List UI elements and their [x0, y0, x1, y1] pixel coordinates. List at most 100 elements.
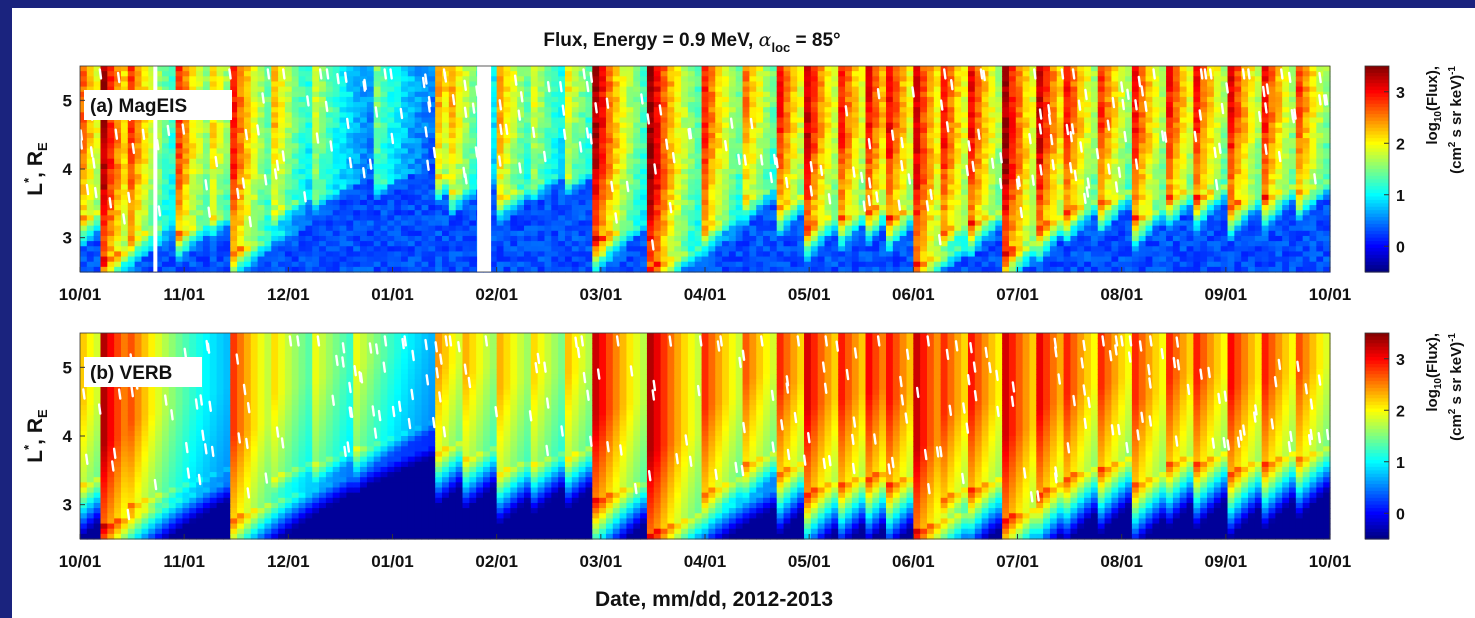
heatmap-cell	[387, 241, 394, 247]
heatmap-cell	[360, 241, 367, 247]
heatmap-cell	[271, 200, 278, 206]
heatmap-cell	[435, 184, 442, 190]
heatmap-cell	[456, 118, 463, 124]
heatmap-cell	[360, 231, 367, 237]
heatmap-cell	[777, 241, 784, 247]
heatmap-cell	[579, 221, 586, 227]
heatmap-cell	[449, 128, 456, 134]
heatmap-cell	[299, 102, 306, 108]
heatmap-cell	[579, 184, 586, 190]
heatmap-cell	[551, 71, 558, 77]
heatmap-cell	[640, 169, 647, 175]
heatmap-cell	[900, 210, 907, 216]
heatmap-cell	[633, 76, 640, 82]
heatmap-cell	[804, 154, 811, 160]
heatmap-cell	[374, 76, 381, 82]
heatmap-cell	[927, 76, 934, 82]
heatmap-cell	[729, 190, 736, 196]
heatmap-cell	[551, 221, 558, 227]
heatmap-cell	[790, 71, 797, 77]
heatmap-cell	[572, 215, 579, 221]
heatmap-cell	[210, 169, 217, 175]
heatmap-cell	[387, 154, 394, 160]
heatmap-cell	[251, 71, 258, 77]
heatmap-cell	[114, 143, 121, 149]
heatmap-cell	[176, 164, 183, 170]
heatmap-cell	[715, 154, 722, 160]
heatmap-cell	[790, 97, 797, 103]
heatmap-cell	[777, 236, 784, 242]
heatmap-cell	[517, 133, 524, 139]
heatmap-cell	[797, 102, 804, 108]
heatmap-cell	[517, 200, 524, 206]
heatmap-cell	[285, 92, 292, 98]
heatmap-cell	[729, 257, 736, 263]
heatmap-cell	[100, 236, 107, 242]
heatmap-cell	[893, 128, 900, 134]
heatmap-cell	[182, 76, 189, 82]
heatmap-cell	[456, 81, 463, 87]
heatmap-cell	[422, 118, 429, 124]
heatmap-cell	[818, 97, 825, 103]
heatmap-cell	[852, 210, 859, 216]
heatmap-cell	[305, 76, 312, 82]
heatmap-cell	[504, 164, 511, 170]
heatmap-cell	[456, 123, 463, 129]
heatmap-cell	[736, 246, 743, 252]
heatmap-cell	[422, 205, 429, 211]
heatmap-cell	[210, 174, 217, 180]
heatmap-cell	[387, 118, 394, 124]
heatmap-cell	[292, 179, 299, 185]
heatmap-cell	[510, 262, 517, 268]
heatmap-cell	[763, 241, 770, 247]
heatmap-cell	[415, 236, 422, 242]
heatmap-cell	[558, 257, 565, 263]
heatmap-cell	[326, 128, 333, 134]
heatmap-cell	[107, 179, 114, 185]
heatmap-cell	[702, 174, 709, 180]
heatmap-cell	[784, 169, 791, 175]
heatmap-cell	[852, 148, 859, 154]
heatmap-cell	[688, 97, 695, 103]
heatmap-cell	[312, 251, 319, 257]
heatmap-cell	[114, 210, 121, 216]
heatmap-cell	[859, 231, 866, 237]
heatmap-cell	[217, 251, 224, 257]
heatmap-cell	[838, 262, 845, 268]
heatmap-cell	[538, 236, 545, 242]
heatmap-cell	[845, 143, 852, 149]
heatmap-cell	[749, 102, 756, 108]
heatmap-cell	[230, 169, 237, 175]
heatmap-cell	[620, 164, 627, 170]
heatmap-cell	[626, 133, 633, 139]
heatmap-cell	[169, 169, 176, 175]
heatmap-cell	[770, 210, 777, 216]
heatmap-cell	[271, 71, 278, 77]
heatmap-cell	[674, 200, 681, 206]
heatmap-cell	[715, 76, 722, 82]
heatmap-cell	[94, 231, 101, 237]
heatmap-cell	[203, 66, 210, 72]
heatmap-cell	[859, 164, 866, 170]
heatmap-cell	[558, 97, 565, 103]
heatmap-cell	[381, 215, 388, 221]
heatmap-cell	[558, 262, 565, 268]
heatmap-cell	[258, 143, 265, 149]
heatmap-cell	[708, 241, 715, 247]
heatmap-cell	[223, 164, 230, 170]
heatmap-cell	[743, 138, 750, 144]
heatmap-cell	[804, 241, 811, 247]
heatmap-cell	[565, 112, 572, 118]
heatmap-cell	[859, 133, 866, 139]
heatmap-cell	[422, 179, 429, 185]
heatmap-cell	[524, 123, 531, 129]
heatmap-cell	[456, 112, 463, 118]
heatmap-cell	[770, 200, 777, 206]
heatmap-cell	[859, 112, 866, 118]
heatmap-cell	[797, 246, 804, 252]
heatmap-cell	[107, 174, 114, 180]
heatmap-cell	[176, 200, 183, 206]
heatmap-cell	[872, 159, 879, 165]
heatmap-cell	[189, 71, 196, 77]
heatmap-cell	[695, 107, 702, 113]
